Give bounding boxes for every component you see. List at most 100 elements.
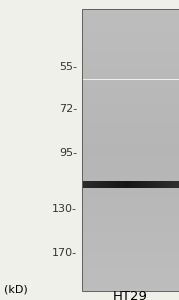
Bar [82,153,179,154]
Bar [82,278,179,280]
Bar [82,120,179,122]
Bar [82,273,179,274]
Bar [82,208,179,209]
Bar [82,123,179,124]
Bar [82,191,179,192]
Bar [82,146,179,147]
Bar [82,128,179,129]
Bar [82,118,179,119]
Bar [119,181,121,188]
Bar [82,86,179,88]
Bar [82,230,179,232]
Bar [82,17,179,19]
Bar [82,49,179,50]
Bar [82,176,179,177]
Bar [82,63,179,64]
Bar [82,284,179,285]
Bar [82,103,179,105]
Bar [82,98,179,99]
Bar [126,181,127,188]
Bar [98,181,100,188]
Bar [82,287,179,288]
Bar [82,177,179,178]
Bar [82,285,179,287]
Bar [87,181,89,188]
Bar [82,281,179,283]
Bar [82,211,179,212]
Bar [82,67,179,68]
Bar [176,181,177,188]
Bar [82,233,179,235]
Bar [144,181,145,188]
Bar [82,209,179,211]
Bar [94,181,95,188]
Bar [82,142,179,143]
Bar [82,264,179,266]
Bar [82,212,179,214]
Bar [82,271,179,273]
Bar [82,13,179,15]
Bar [82,239,179,240]
Bar [82,247,179,249]
Bar [107,181,108,188]
Bar [82,56,179,57]
Bar [82,44,179,46]
Bar [82,119,179,120]
Bar [82,95,179,96]
Bar [82,129,179,130]
Bar [113,181,115,188]
Bar [82,108,179,109]
Bar [82,140,179,142]
Bar [82,113,179,115]
Bar [82,202,179,204]
Bar [82,170,179,171]
Bar [124,181,126,188]
Bar [82,259,179,260]
Bar [90,181,92,188]
Bar [82,19,179,20]
Bar [82,235,179,236]
Bar [165,181,166,188]
Bar [82,275,179,277]
Bar [82,199,179,201]
Bar [169,181,171,188]
Bar [82,122,179,123]
Bar [82,124,179,126]
Bar [82,178,179,180]
Bar [95,181,97,188]
Bar [82,57,179,58]
Bar [97,181,98,188]
Bar [161,181,163,188]
Bar [174,181,176,188]
Bar [82,88,179,89]
Bar [82,242,179,243]
Bar [82,99,179,101]
Bar [82,126,179,128]
Bar [82,268,179,270]
Bar [82,180,179,181]
Bar [82,92,179,94]
Bar [82,54,179,56]
Bar [82,27,179,29]
Bar [82,182,179,184]
Bar [82,157,179,158]
Bar [82,9,179,11]
Bar [82,148,179,150]
Bar [145,181,147,188]
Text: 95-: 95- [59,148,77,158]
Bar [82,158,179,160]
Text: 72-: 72- [59,104,77,115]
Bar [108,181,110,188]
Bar [82,260,179,261]
Bar [115,181,116,188]
Bar [82,253,179,254]
Bar [82,216,179,218]
Bar [177,181,179,188]
Bar [82,46,179,47]
Bar [102,181,103,188]
Bar [82,70,179,71]
Bar [82,106,179,108]
Bar [82,109,179,110]
Bar [82,261,179,263]
Bar [82,41,179,43]
